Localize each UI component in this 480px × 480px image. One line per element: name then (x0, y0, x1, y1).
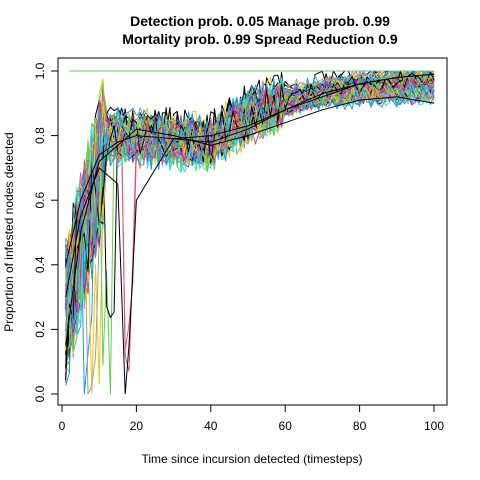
x-tick-label: 0 (59, 419, 66, 433)
series-line (65, 85, 435, 351)
chart-title: Detection prob. 0.05 Manage prob. 0.99 (130, 13, 390, 29)
y-tick-label: 0.2 (33, 321, 47, 338)
y-tick-label: 1.0 (33, 62, 47, 79)
series-layer (65, 70, 435, 395)
series-line (65, 82, 435, 351)
series-line (65, 96, 435, 346)
x-tick-label: 60 (279, 419, 293, 433)
x-axis: 0 20 40 60 80 100 (59, 404, 444, 433)
x-axis-title: Time since incursion detected (timesteps… (142, 452, 363, 466)
x-tick-label: 80 (353, 419, 367, 433)
series-line (65, 73, 435, 395)
x-tick-label: 40 (204, 419, 218, 433)
series-line (65, 75, 435, 302)
y-axis-title: Proportion of infested nodes detected (2, 132, 16, 331)
y-tick-label: 0.4 (33, 256, 47, 273)
y-tick-label: 0.6 (33, 192, 47, 209)
chart-subtitle: Mortality prob. 0.99 Spread Reduction 0.… (122, 31, 398, 47)
x-tick-label: 100 (424, 419, 444, 433)
y-tick-label: 0.0 (33, 385, 47, 402)
y-tick-label: 0.8 (33, 127, 47, 144)
x-tick-label: 20 (130, 419, 144, 433)
series-line (65, 85, 435, 332)
y-axis: 0.0 0.2 0.4 0.6 0.8 1.0 (33, 62, 59, 402)
